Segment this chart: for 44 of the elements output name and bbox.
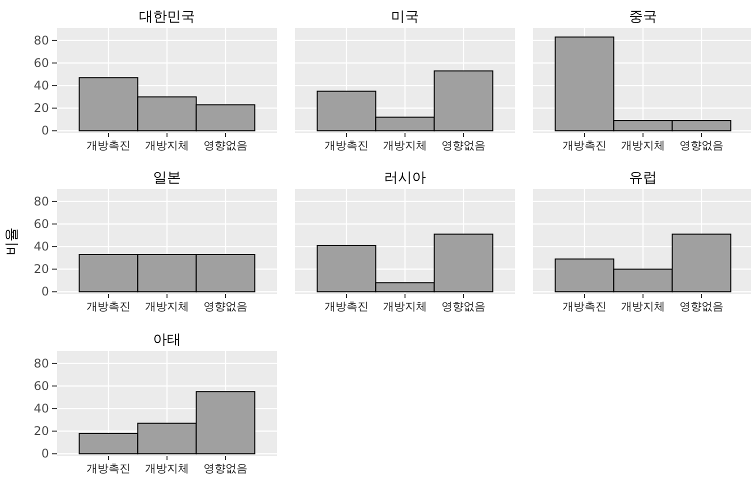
y-tick-label: 80 <box>34 356 49 370</box>
y-tick-label: 80 <box>34 194 49 208</box>
x-tick-label: 개방촉진 <box>86 462 130 475</box>
y-tick-label: 60 <box>34 379 49 393</box>
x-tick-label: 영향없음 <box>204 139 248 152</box>
x-tick-label: 개방지체 <box>145 139 189 152</box>
chart-title: 대한민국 <box>139 9 195 25</box>
x-tick-label: 영향없음 <box>680 300 724 313</box>
chart-title: 중국 <box>629 9 657 25</box>
y-tick-label: 60 <box>34 56 49 70</box>
x-tick-label: 개방지체 <box>383 300 427 313</box>
x-tick-label: 개방지체 <box>621 300 665 313</box>
x-tick-label: 영향없음 <box>680 139 724 152</box>
y-tick-label: 40 <box>34 240 49 254</box>
y-tick-label: 40 <box>34 402 49 416</box>
y-tick-label: 0 <box>41 124 49 138</box>
x-tick-label: 개방지체 <box>145 462 189 475</box>
x-tick-label: 개방촉진 <box>86 139 130 152</box>
x-tick-label: 개방지체 <box>145 300 189 313</box>
chart-title: 일본 <box>153 170 181 186</box>
y-tick-label: 20 <box>34 424 49 438</box>
y-tick-label: 0 <box>41 284 49 299</box>
x-tick-label: 영향없음 <box>204 462 248 475</box>
chart-title: 아태 <box>153 332 181 348</box>
x-tick-label: 개방지체 <box>383 139 427 152</box>
x-tick-label: 개방촉진 <box>562 139 606 152</box>
x-tick-label: 개방촉진 <box>562 300 606 313</box>
x-tick-label: 영향없음 <box>442 139 486 152</box>
chart-title: 미국 <box>391 9 419 25</box>
y-tick-label: 20 <box>34 101 49 116</box>
chart-title: 러시아 <box>384 170 426 186</box>
x-tick-label: 개방촉진 <box>86 300 130 313</box>
y-axis-title: 비율 <box>4 228 20 256</box>
y-tick-label: 40 <box>34 78 49 93</box>
y-tick-label: 80 <box>34 33 49 48</box>
chart-title: 유럽 <box>629 170 657 186</box>
x-tick-label: 개방촉진 <box>324 300 368 313</box>
y-tick-label: 0 <box>41 446 49 461</box>
y-tick-label: 20 <box>34 262 49 276</box>
x-tick-label: 개방지체 <box>621 139 665 152</box>
y-tick-label: 60 <box>34 217 49 231</box>
x-tick-label: 영향없음 <box>204 300 248 313</box>
x-tick-label: 영향없음 <box>442 300 486 313</box>
x-tick-label: 개방촉진 <box>324 139 368 152</box>
